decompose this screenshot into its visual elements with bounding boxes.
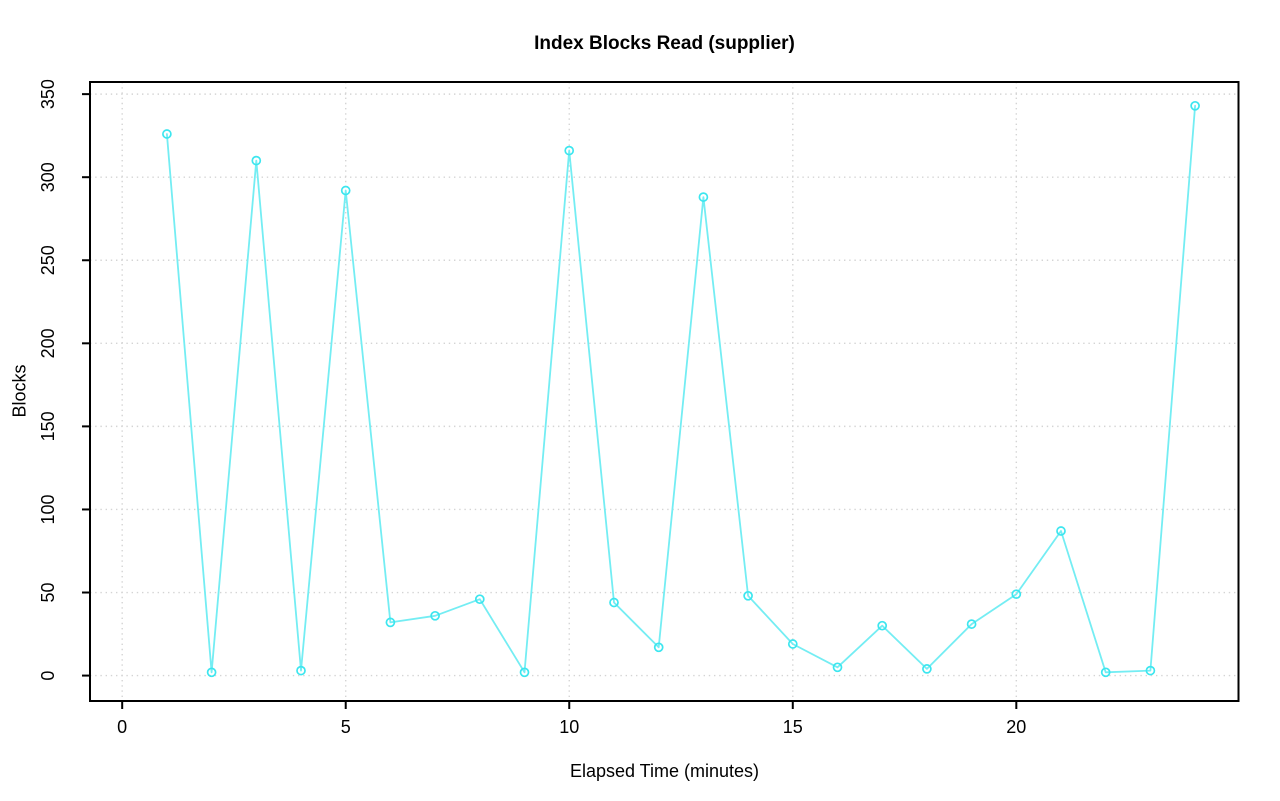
y-tick-label: 0 bbox=[38, 671, 58, 681]
data-point bbox=[787, 639, 798, 649]
data-point bbox=[162, 129, 172, 139]
data-point bbox=[206, 667, 217, 678]
data-point bbox=[430, 610, 440, 621]
data-point bbox=[564, 145, 575, 156]
data-point bbox=[474, 594, 485, 605]
data-point bbox=[385, 617, 396, 628]
chart-title: Index Blocks Read (supplier) bbox=[534, 33, 795, 54]
data-point bbox=[340, 185, 351, 196]
y-tick-label: 150 bbox=[38, 411, 58, 441]
x-tick-label: 0 bbox=[117, 717, 127, 737]
data-point bbox=[922, 664, 932, 674]
y-tick-label: 200 bbox=[38, 328, 58, 358]
data-point bbox=[251, 155, 262, 166]
data-point bbox=[743, 590, 753, 601]
data-point bbox=[296, 665, 306, 676]
y-axis-label: Blocks bbox=[9, 364, 30, 418]
x-axis-label: Elapsed Time (minutes) bbox=[569, 761, 760, 781]
data-point bbox=[609, 597, 619, 608]
data-point bbox=[877, 620, 888, 631]
y-tick-label: 300 bbox=[38, 162, 58, 192]
y-tick-label: 50 bbox=[38, 583, 58, 603]
data-point bbox=[1100, 667, 1111, 678]
data-point bbox=[698, 192, 709, 202]
x-tick-label: 5 bbox=[341, 717, 351, 737]
data-point bbox=[1190, 100, 1200, 111]
series-line bbox=[165, 104, 1196, 674]
data-point bbox=[1011, 589, 1022, 600]
x-tick-label: 20 bbox=[1006, 717, 1026, 737]
y-tick-label: 350 bbox=[38, 79, 58, 109]
plot-box bbox=[89, 81, 1240, 702]
data-point bbox=[1056, 526, 1066, 536]
y-tick-label: 100 bbox=[38, 494, 58, 524]
y-tick-label: 250 bbox=[38, 245, 58, 275]
data-point bbox=[1145, 665, 1156, 676]
data-point bbox=[832, 662, 843, 673]
data-point bbox=[653, 642, 664, 653]
x-tick-label: 10 bbox=[559, 717, 579, 737]
data-point bbox=[519, 667, 530, 678]
x-tick-label: 15 bbox=[783, 717, 803, 737]
data-point bbox=[966, 619, 977, 629]
